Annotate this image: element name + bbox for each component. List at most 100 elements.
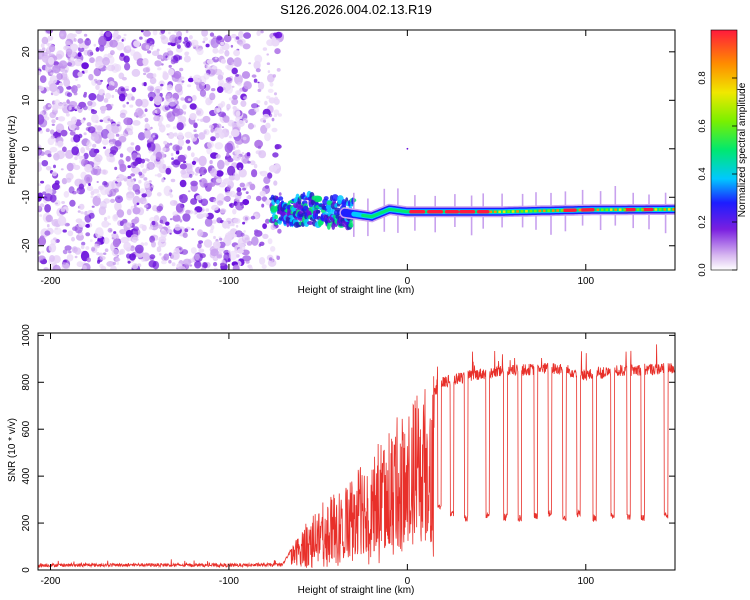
noise-blob	[237, 82, 242, 87]
noise-blob	[185, 139, 191, 144]
noise-blob	[151, 185, 155, 188]
noise-blob	[182, 258, 192, 266]
y-tick-label: 200	[21, 514, 32, 531]
noise-blob	[77, 210, 81, 213]
noise-blob	[202, 115, 211, 123]
noise-blob	[116, 124, 120, 127]
colorbar-tick-label: 0.6	[697, 119, 708, 132]
noise-blob	[93, 43, 97, 47]
noise-blob	[75, 77, 78, 81]
noise-blob	[177, 132, 184, 140]
noise-blob	[99, 200, 107, 210]
noise-blob	[210, 128, 214, 133]
noise-blob	[272, 37, 276, 40]
noise-blob	[171, 262, 176, 267]
noise-blob	[171, 252, 180, 260]
noise-blob	[267, 259, 277, 267]
noise-blob	[45, 214, 53, 223]
noise-blob	[78, 183, 84, 190]
noise-blob	[142, 67, 150, 73]
noise-blob	[138, 171, 143, 176]
noise-blob	[39, 75, 47, 83]
noise-blob	[159, 252, 162, 256]
noise-blob	[227, 258, 231, 262]
noise-blob	[173, 70, 182, 79]
noise-blob	[100, 265, 107, 270]
noise-blob	[187, 84, 192, 88]
noise-blob	[219, 237, 223, 241]
noise-blob	[179, 163, 187, 170]
noise-blob	[96, 193, 101, 198]
noise-blob	[266, 62, 271, 65]
noise-blob	[267, 70, 271, 74]
noise-blob	[67, 62, 73, 67]
noise-blob	[107, 227, 113, 233]
noise-blob	[163, 140, 168, 145]
noise-blob	[246, 152, 251, 157]
noise-blob	[265, 199, 272, 206]
noise-blob	[81, 241, 86, 246]
noise-blob	[85, 223, 90, 228]
noise-blob	[101, 220, 110, 228]
noise-blob	[242, 117, 249, 123]
noise-blob	[86, 141, 92, 147]
carrier-turbulence	[278, 196, 284, 201]
noise-blob	[185, 30, 189, 34]
noise-blob	[224, 240, 231, 246]
noise-blob	[61, 201, 65, 204]
noise-blob	[144, 123, 150, 130]
colorbar-axes: 0.0 0.2 0.4 0.6 0.8	[697, 71, 737, 277]
noise-blob	[266, 53, 270, 56]
noise-blob	[159, 219, 164, 224]
noise-blob	[125, 88, 129, 91]
noise-blob	[78, 46, 85, 53]
noise-blob	[143, 30, 151, 37]
noise-blob	[169, 142, 173, 146]
noise-blob	[54, 99, 61, 105]
noise-blob	[172, 144, 180, 152]
noise-blob	[209, 229, 214, 234]
noise-blob	[220, 58, 226, 64]
noise-blob	[132, 207, 141, 215]
noise-blob	[48, 56, 55, 65]
noise-blob	[148, 180, 152, 183]
noise-blob	[77, 71, 83, 78]
noise-blob	[61, 262, 70, 270]
noise-blob	[251, 103, 259, 109]
noise-blob	[206, 141, 214, 149]
noise-blob	[49, 255, 55, 262]
noise-blob	[246, 195, 251, 200]
noise-blob	[123, 241, 132, 251]
noise-blob	[174, 83, 183, 93]
noise-blob	[78, 101, 87, 108]
noise-blob	[78, 133, 83, 139]
noise-blob	[121, 39, 124, 42]
noise-blob	[168, 31, 171, 35]
carrier-turbulence	[326, 222, 331, 230]
noise-blob	[91, 246, 96, 252]
noise-blob	[188, 35, 193, 40]
noise-blob	[146, 208, 149, 212]
carrier-turbulence	[323, 196, 329, 201]
noise-blob	[94, 124, 98, 128]
noise-blob	[189, 173, 193, 178]
noise-blob	[146, 161, 155, 170]
noise-blob	[50, 72, 54, 75]
noise-blob	[197, 118, 200, 121]
y-tick-label: 0	[21, 146, 32, 152]
noise-blob	[190, 198, 198, 205]
noise-blob	[211, 204, 219, 211]
noise-blob	[107, 215, 111, 219]
spectrogram-frame	[37, 29, 676, 271]
noise-blob	[235, 36, 240, 40]
noise-blob	[96, 181, 99, 183]
noise-blob	[251, 169, 258, 178]
noise-blob	[236, 120, 245, 127]
noise-blob	[165, 221, 170, 226]
noise-blob	[50, 129, 55, 135]
x-tick-label: -100	[219, 276, 239, 287]
noise-blob	[144, 204, 149, 208]
noise-blob	[245, 191, 249, 195]
noise-blob	[144, 117, 149, 123]
noise-blob	[193, 76, 199, 83]
